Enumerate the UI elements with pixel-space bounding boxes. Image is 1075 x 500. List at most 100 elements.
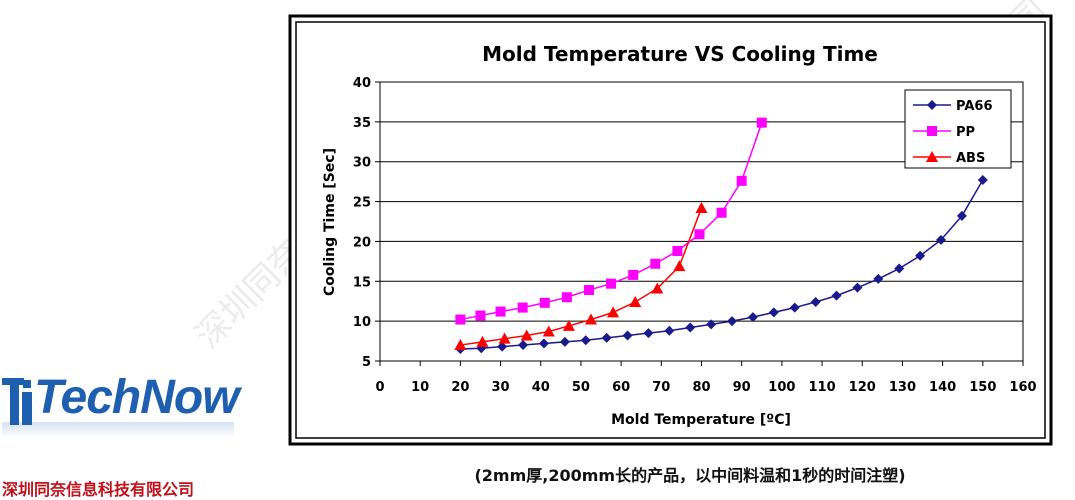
data-point-abs [542, 325, 555, 337]
legend-box [904, 89, 1012, 169]
legend-label-pp: PP [956, 125, 975, 140]
x-tick-label: 100 [768, 380, 795, 395]
data-point-abs [476, 335, 489, 347]
data-point-abs [562, 319, 575, 331]
data-point-pa66 [915, 250, 926, 261]
series-line-abs [460, 207, 703, 346]
data-point-pa66 [559, 336, 570, 347]
data-point-pp [756, 117, 767, 128]
series-pp [455, 117, 767, 325]
x-tick-label: 50 [572, 380, 590, 395]
y-tick-label: 30 [353, 156, 371, 171]
y-tick-label: 35 [353, 116, 371, 131]
data-point-pp [475, 310, 486, 321]
y-axis: 5 10 15 20 25 30 35 40 [353, 76, 380, 370]
x-tick-label: 160 [1009, 380, 1036, 395]
data-point-pa66 [497, 341, 508, 352]
chart-caption: (2mm厚,200mm长的产品，以中间料温和1秒的时间注塑) [474, 466, 906, 485]
data-point-abs [454, 339, 467, 351]
data-point-pa66 [894, 263, 905, 274]
x-tick-label: 30 [492, 380, 510, 395]
data-point-pa66 [977, 175, 988, 186]
data-point-pp [716, 207, 727, 218]
x-tick-label: 20 [451, 380, 469, 395]
data-point-pp [561, 292, 572, 303]
data-point-pa66 [643, 328, 654, 339]
logo-mark-icon [2, 378, 32, 425]
data-point-pp [672, 245, 683, 256]
legend-item-abs: ABS [913, 151, 985, 166]
data-point-pp [517, 302, 528, 313]
y-tick-label: 40 [353, 76, 371, 91]
x-tick-label: 60 [612, 380, 630, 395]
x-axis: 0 10 20 30 40 50 60 70 80 90 100 110 120 130 140 150 160 [375, 361, 1037, 395]
y-tick-label: 15 [353, 275, 371, 290]
data-point-abs [498, 332, 511, 344]
data-point-pa66 [810, 297, 821, 308]
chart-frame-inner [295, 21, 1046, 439]
data-point-pa66 [706, 319, 717, 330]
data-point-pa66 [852, 282, 863, 293]
x-tick-label: 130 [889, 380, 916, 395]
data-point-pa66 [936, 234, 947, 245]
data-point-abs [673, 260, 686, 272]
series-abs [454, 201, 708, 351]
company-name: 深圳同奈信息科技有限公司 [2, 480, 195, 499]
y-tick-label: 20 [353, 235, 371, 250]
logo-text: TechNow [34, 371, 240, 424]
data-point-pp [628, 269, 639, 280]
data-point-pa66 [622, 330, 633, 341]
data-point-pa66 [685, 322, 696, 333]
data-point-pp [606, 278, 617, 289]
data-point-pp [583, 285, 594, 296]
series-layer [454, 117, 988, 355]
data-point-pa66 [538, 338, 549, 349]
data-point-pa66 [580, 335, 591, 346]
y-tick-label: 5 [362, 355, 371, 370]
legend-marker-pa66 [927, 100, 937, 110]
data-point-pa66 [518, 340, 529, 351]
data-point-pa66 [956, 210, 967, 221]
y-tick-label: 25 [353, 196, 371, 211]
x-tick-label: 120 [849, 380, 876, 395]
chart-title: Mold Temperature VS Cooling Time [482, 42, 878, 66]
y-axis-title: Cooling Time [Sec] [322, 148, 338, 296]
x-tick-label: 10 [411, 380, 429, 395]
x-axis-title: Mold Temperature [ºC] [611, 412, 791, 428]
x-tick-label: 90 [733, 380, 751, 395]
legend: PA66 PP ABS [904, 89, 1012, 169]
data-point-pa66 [747, 312, 758, 323]
data-point-abs [584, 313, 597, 325]
data-point-abs [695, 201, 708, 213]
data-point-pa66 [789, 302, 800, 313]
data-point-abs [651, 282, 664, 294]
x-tick-label: 70 [652, 380, 670, 395]
data-point-pa66 [873, 273, 884, 284]
data-point-pp [455, 314, 466, 325]
data-point-pa66 [768, 307, 779, 318]
legend-item-pa66: PA66 [913, 99, 993, 114]
x-tick-label: 140 [929, 380, 956, 395]
data-point-pp [539, 297, 550, 308]
x-tick-label: 80 [692, 380, 710, 395]
x-tick-label: 150 [969, 380, 996, 395]
legend-label-pa66: PA66 [956, 99, 993, 114]
data-point-pp [495, 306, 506, 317]
x-tick-label: 0 [375, 380, 384, 395]
data-point-pp [736, 175, 747, 186]
data-point-pp [650, 258, 661, 269]
legend-label-abs: ABS [956, 151, 985, 166]
series-pa66 [455, 175, 988, 355]
data-point-pa66 [601, 332, 612, 343]
legend-marker-pp [927, 126, 937, 136]
data-point-abs [520, 329, 533, 341]
logo: TechNow [0, 371, 240, 442]
data-point-abs [629, 296, 642, 308]
legend-marker-abs [926, 151, 938, 162]
data-point-pp [694, 229, 705, 240]
x-tick-label: 40 [532, 380, 550, 395]
data-point-pa66 [664, 325, 675, 336]
y-tick-label: 10 [353, 315, 371, 330]
data-point-pa66 [727, 316, 738, 327]
